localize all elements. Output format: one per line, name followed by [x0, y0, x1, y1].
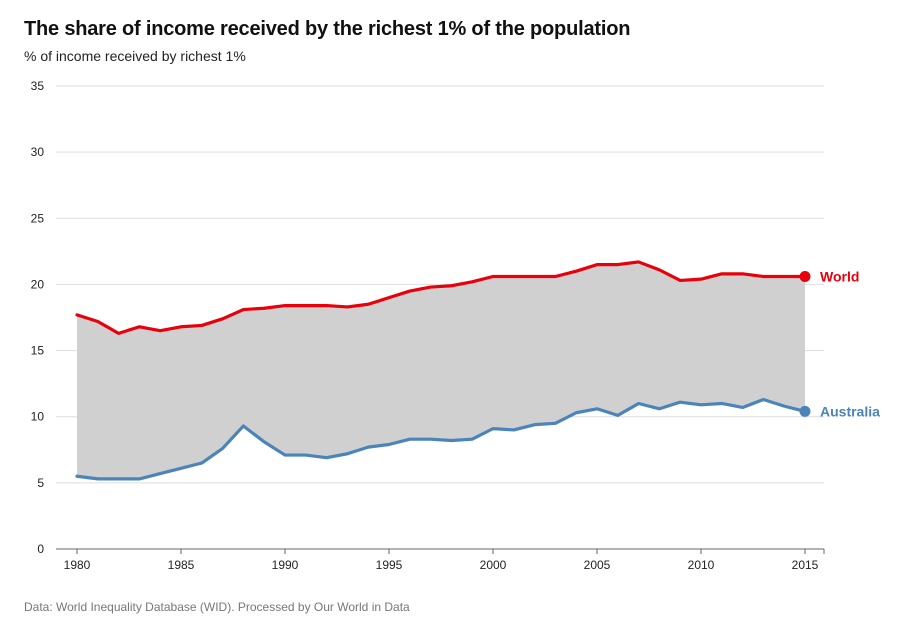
y-tick-label: 35	[31, 79, 45, 93]
axes: 0 5 10 15 20 25 30 35 1980 1985 1990 1995 2000 2005 20…	[31, 79, 825, 572]
y-tick-label: 20	[31, 277, 45, 291]
x-tick-label: 1990	[272, 558, 299, 572]
series-lines	[75, 260, 811, 481]
series-line-australia	[75, 397, 807, 481]
source-note: Data: World Inequality Database (WID). P…	[24, 600, 410, 614]
series-line-world	[75, 260, 807, 335]
series-labels: World Australia	[820, 268, 880, 419]
y-tick-label: 15	[31, 344, 45, 358]
x-tick-label: 2000	[480, 558, 507, 572]
x-tick-label: 1980	[64, 558, 91, 572]
y-tick-label: 10	[31, 410, 45, 424]
x-tick-label: 2015	[792, 558, 819, 572]
y-tick-label: 5	[37, 476, 44, 490]
x-tick-label: 1985	[168, 558, 195, 572]
chart-title: The share of income received by the rich…	[24, 18, 631, 40]
y-tick-label: 0	[37, 542, 44, 556]
series-label-australia: Australia	[820, 403, 880, 419]
area-between-series	[77, 261, 805, 479]
x-tick-label: 2010	[688, 558, 715, 572]
y-tick-label: 30	[31, 145, 45, 159]
series-end-marker-australia	[799, 405, 811, 417]
series-end-marker-world	[799, 270, 811, 282]
x-tick-label: 2005	[584, 558, 611, 572]
range-area	[77, 261, 805, 479]
y-tick-label: 25	[31, 211, 45, 225]
chart-subtitle: % of income received by richest 1%	[24, 48, 246, 64]
series-label-world: World	[820, 268, 859, 284]
x-tick-label: 1995	[376, 558, 403, 572]
